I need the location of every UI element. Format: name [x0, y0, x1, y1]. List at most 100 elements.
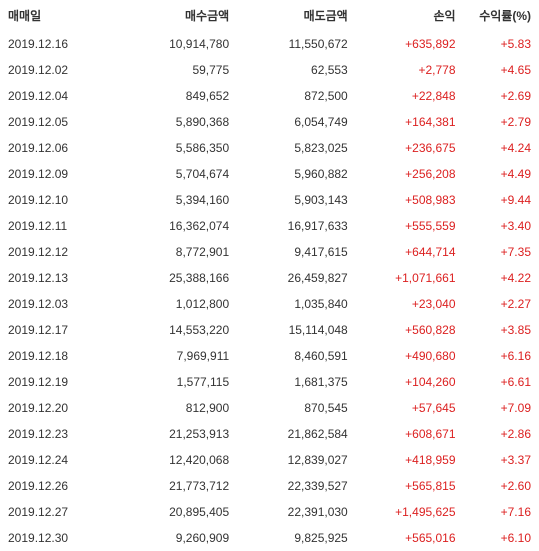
- cell-buy: 5,586,350: [119, 135, 238, 161]
- header-rate: 수익률(%): [464, 0, 539, 31]
- cell-buy: 25,388,166: [119, 265, 238, 291]
- cell-profit: +555,559: [356, 213, 464, 239]
- cell-sell: 6,054,749: [237, 109, 356, 135]
- cell-buy: 20,895,405: [119, 499, 238, 525]
- cell-sell: 9,417,615: [237, 239, 356, 265]
- cell-buy: 5,704,674: [119, 161, 238, 187]
- cell-date: 2019.12.10: [0, 187, 119, 213]
- cell-buy: 812,900: [119, 395, 238, 421]
- cell-profit: +490,680: [356, 343, 464, 369]
- cell-sell: 22,339,527: [237, 473, 356, 499]
- cell-date: 2019.12.09: [0, 161, 119, 187]
- table-body: 2019.12.1610,914,78011,550,672+635,892+5…: [0, 31, 539, 551]
- header-date: 매매일: [0, 0, 119, 31]
- cell-buy: 14,553,220: [119, 317, 238, 343]
- cell-rate: +4.49: [464, 161, 539, 187]
- cell-buy: 12,420,068: [119, 447, 238, 473]
- cell-sell: 9,825,925: [237, 525, 356, 551]
- cell-rate: +5.83: [464, 31, 539, 57]
- cell-rate: +4.65: [464, 57, 539, 83]
- cell-rate: +2.79: [464, 109, 539, 135]
- cell-rate: +3.40: [464, 213, 539, 239]
- cell-sell: 22,391,030: [237, 499, 356, 525]
- cell-buy: 10,914,780: [119, 31, 238, 57]
- cell-date: 2019.12.23: [0, 421, 119, 447]
- table-row: 2019.12.128,772,9019,417,615+644,714+7.3…: [0, 239, 539, 265]
- table-row: 2019.12.2321,253,91321,862,584+608,671+2…: [0, 421, 539, 447]
- table-row: 2019.12.105,394,1605,903,143+508,983+9.4…: [0, 187, 539, 213]
- cell-rate: +3.37: [464, 447, 539, 473]
- cell-profit: +57,645: [356, 395, 464, 421]
- cell-buy: 21,773,712: [119, 473, 238, 499]
- cell-profit: +560,828: [356, 317, 464, 343]
- cell-sell: 11,550,672: [237, 31, 356, 57]
- table-row: 2019.12.1610,914,78011,550,672+635,892+5…: [0, 31, 539, 57]
- cell-sell: 1,681,375: [237, 369, 356, 395]
- cell-buy: 1,012,800: [119, 291, 238, 317]
- table-row: 2019.12.0259,77562,553+2,778+4.65: [0, 57, 539, 83]
- cell-sell: 12,839,027: [237, 447, 356, 473]
- cell-sell: 26,459,827: [237, 265, 356, 291]
- cell-buy: 21,253,913: [119, 421, 238, 447]
- cell-buy: 1,577,115: [119, 369, 238, 395]
- cell-date: 2019.12.06: [0, 135, 119, 161]
- cell-date: 2019.12.20: [0, 395, 119, 421]
- cell-sell: 870,545: [237, 395, 356, 421]
- cell-date: 2019.12.16: [0, 31, 119, 57]
- cell-buy: 5,394,160: [119, 187, 238, 213]
- cell-buy: 5,890,368: [119, 109, 238, 135]
- cell-profit: +22,848: [356, 83, 464, 109]
- header-sell: 매도금액: [237, 0, 356, 31]
- cell-rate: +7.16: [464, 499, 539, 525]
- cell-rate: +7.35: [464, 239, 539, 265]
- cell-profit: +635,892: [356, 31, 464, 57]
- cell-sell: 872,500: [237, 83, 356, 109]
- cell-profit: +644,714: [356, 239, 464, 265]
- cell-rate: +4.24: [464, 135, 539, 161]
- cell-sell: 1,035,840: [237, 291, 356, 317]
- cell-rate: +2.69: [464, 83, 539, 109]
- cell-profit: +104,260: [356, 369, 464, 395]
- cell-rate: +2.60: [464, 473, 539, 499]
- cell-sell: 21,862,584: [237, 421, 356, 447]
- table-row: 2019.12.1714,553,22015,114,048+560,828+3…: [0, 317, 539, 343]
- cell-buy: 849,652: [119, 83, 238, 109]
- cell-date: 2019.12.18: [0, 343, 119, 369]
- cell-buy: 8,772,901: [119, 239, 238, 265]
- cell-sell: 5,903,143: [237, 187, 356, 213]
- table-row: 2019.12.1116,362,07416,917,633+555,559+3…: [0, 213, 539, 239]
- cell-rate: +3.85: [464, 317, 539, 343]
- cell-date: 2019.12.19: [0, 369, 119, 395]
- cell-date: 2019.12.24: [0, 447, 119, 473]
- cell-sell: 62,553: [237, 57, 356, 83]
- cell-sell: 16,917,633: [237, 213, 356, 239]
- table-header: 매매일 매수금액 매도금액 손익 수익률(%): [0, 0, 539, 31]
- cell-profit: +164,381: [356, 109, 464, 135]
- cell-date: 2019.12.30: [0, 525, 119, 551]
- cell-buy: 59,775: [119, 57, 238, 83]
- cell-profit: +256,208: [356, 161, 464, 187]
- table-row: 2019.12.191,577,1151,681,375+104,260+6.6…: [0, 369, 539, 395]
- cell-profit: +508,983: [356, 187, 464, 213]
- table-row: 2019.12.187,969,9118,460,591+490,680+6.1…: [0, 343, 539, 369]
- cell-date: 2019.12.13: [0, 265, 119, 291]
- cell-rate: +2.27: [464, 291, 539, 317]
- cell-rate: +6.16: [464, 343, 539, 369]
- cell-sell: 5,823,025: [237, 135, 356, 161]
- table-row: 2019.12.1325,388,16626,459,827+1,071,661…: [0, 265, 539, 291]
- cell-date: 2019.12.26: [0, 473, 119, 499]
- cell-buy: 9,260,909: [119, 525, 238, 551]
- cell-profit: +23,040: [356, 291, 464, 317]
- cell-buy: 7,969,911: [119, 343, 238, 369]
- cell-profit: +2,778: [356, 57, 464, 83]
- cell-date: 2019.12.05: [0, 109, 119, 135]
- cell-profit: +1,071,661: [356, 265, 464, 291]
- cell-rate: +9.44: [464, 187, 539, 213]
- cell-date: 2019.12.12: [0, 239, 119, 265]
- trading-table: 매매일 매수금액 매도금액 손익 수익률(%) 2019.12.1610,914…: [0, 0, 539, 551]
- cell-profit: +565,016: [356, 525, 464, 551]
- header-profit: 손익: [356, 0, 464, 31]
- cell-buy: 16,362,074: [119, 213, 238, 239]
- cell-profit: +608,671: [356, 421, 464, 447]
- table-row: 2019.12.2720,895,40522,391,030+1,495,625…: [0, 499, 539, 525]
